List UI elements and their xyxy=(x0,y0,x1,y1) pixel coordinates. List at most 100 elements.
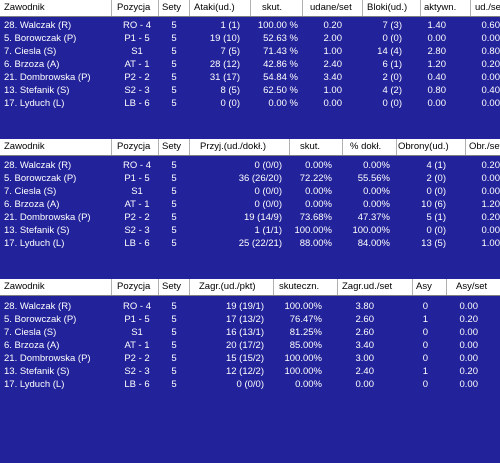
table-row[interactable]: 5. Borowczak (P) P1 - 5 5 17 (13/2) 76.47% 2.… xyxy=(0,313,500,326)
player-name-cell: 13. Stefanik (S) xyxy=(4,225,70,236)
column-header[interactable]: % dokł. xyxy=(350,141,382,152)
column-header[interactable]: Przyj.(ud./dokł.) xyxy=(200,141,266,152)
table-row[interactable]: 28. Walczak (R) RO - 4 5 19 (19/1) 100.00% 3.… xyxy=(0,300,500,313)
table-row[interactable]: 17. Lyduch (L) LB - 6 5 0 (0/0) 0.00% 0.00 0 0.… xyxy=(0,378,500,391)
column-header[interactable]: Zagr.ud./set xyxy=(342,281,393,292)
table-cell: 73.68% xyxy=(299,212,332,223)
table-cell: LB - 6 xyxy=(124,98,150,109)
column-header[interactable]: Obr./set xyxy=(469,141,500,152)
column-header[interactable]: Pozycja xyxy=(117,2,151,13)
table-cell: 0 xyxy=(422,340,428,351)
table-cell: 0.00 xyxy=(355,379,375,390)
table-cell: 0.00 xyxy=(459,301,479,312)
table-row[interactable]: 7. Ciesla (S) S1 5 7 (5) 71.43 % 1.00 14 (4) 2.… xyxy=(0,45,500,58)
player-name-cell: 13. Stefanik (S) xyxy=(4,85,70,96)
table-cell: 14 (4) xyxy=(377,46,402,57)
table-cell: 1.00 xyxy=(481,238,500,249)
table-row[interactable]: 6. Brzoza (A) AT - 1 5 20 (17/2) 85.00% 3.40 0… xyxy=(0,339,500,352)
column-header[interactable]: Zawodnik xyxy=(4,141,45,152)
table-cell: 0.00 xyxy=(481,72,500,83)
table-cell: 2.80 xyxy=(427,46,447,57)
table-cell: 85.00% xyxy=(289,340,322,351)
column-header[interactable]: Ataki(ud.) xyxy=(194,2,235,13)
column-header[interactable]: Pozycja xyxy=(117,141,151,152)
column-header[interactable]: skut. xyxy=(300,141,321,152)
table-cell: 5 xyxy=(171,186,177,197)
player-name-cell: 17. Lyduch (L) xyxy=(4,98,65,109)
table-row[interactable]: 6. Brzoza (A) AT - 1 5 28 (12) 42.86 % 2.40 6 … xyxy=(0,58,500,71)
table-cell: 0 (0) xyxy=(426,186,446,197)
table-cell: 71.43 % xyxy=(263,46,298,57)
player-name-cell: 6. Brzoza (A) xyxy=(4,340,60,351)
table-row[interactable]: 21. Dombrowska (P) P2 - 2 5 15 (15/2) 100.00… xyxy=(0,352,500,365)
table-cell: 100.00 % xyxy=(257,20,298,31)
table-cell: P2 - 2 xyxy=(124,353,150,364)
table-cell: 16 (13/1) xyxy=(225,327,264,338)
table-cell: RO - 4 xyxy=(123,301,151,312)
player-name-cell: 6. Brzoza (A) xyxy=(4,59,60,70)
table-cell: 8 (5) xyxy=(220,85,240,96)
player-name-cell: 7. Ciesla (S) xyxy=(4,186,57,197)
column-header[interactable]: Obrony(ud.) xyxy=(398,141,449,152)
table-cell: 0 (0/0) xyxy=(254,186,282,197)
table-row[interactable]: 7. Ciesla (S) S1 5 16 (13/1) 81.25% 2.60 0 0.00 xyxy=(0,326,500,339)
column-header[interactable]: Asy/set xyxy=(456,281,488,292)
player-name-cell: 28. Walczak (R) xyxy=(4,20,72,31)
column-header[interactable]: Sety xyxy=(162,2,182,13)
column-header[interactable]: Zawodnik xyxy=(4,2,45,13)
column-header[interactable]: Zawodnik xyxy=(4,281,45,292)
column-header[interactable]: Sety xyxy=(162,281,182,292)
table-row[interactable]: 7. Ciesla (S) S1 5 0 (0/0) 0.00% 0.00% 0 (0) 0.… xyxy=(0,185,500,198)
table-cell: 4 (2) xyxy=(382,85,402,96)
table-cell: 0.00% xyxy=(363,199,390,210)
player-name-cell: 5. Borowczak (P) xyxy=(4,173,77,184)
table-cell: 2.60 xyxy=(355,314,375,325)
table-cell: 1 (1) xyxy=(220,20,240,31)
column-header[interactable]: Sety xyxy=(162,141,182,152)
table-cell: 7 (3) xyxy=(382,20,402,31)
table-cell: 0 xyxy=(422,353,428,364)
column-header[interactable]: Zagr.(ud./pkt) xyxy=(199,281,256,292)
table-cell: LB - 6 xyxy=(124,238,150,249)
table-row[interactable]: 17. Lyduch (L) LB - 6 5 0 (0) 0.00 % 0.00 0 (0… xyxy=(0,97,500,110)
column-header[interactable]: ud./set xyxy=(475,2,500,13)
column-header[interactable]: skuteczn. xyxy=(279,281,320,292)
player-name-cell: 5. Borowczak (P) xyxy=(4,33,77,44)
table-row[interactable]: 13. Stefanik (S) S2 - 3 5 1 (1/1) 100.00% 100… xyxy=(0,224,500,237)
table-cell: 5 xyxy=(171,59,177,70)
table-cell: LB - 6 xyxy=(124,379,150,390)
table-cell: S1 xyxy=(131,46,143,57)
table-row[interactable]: 5. Borowczak (P) P1 - 5 5 19 (10) 52.63 % 2.0… xyxy=(0,32,500,45)
column-header[interactable]: aktywn. xyxy=(424,2,457,13)
table-row[interactable]: 13. Stefanik (S) S2 - 3 5 12 (12/2) 100.00% 2… xyxy=(0,365,500,378)
table-cell: 2.00 xyxy=(323,33,343,44)
table-cell: 0.20 xyxy=(459,314,479,325)
column-header[interactable]: skut. xyxy=(262,2,283,13)
table-cell: S1 xyxy=(131,186,143,197)
table-cell: 25 (22/21) xyxy=(238,238,282,249)
table-cell: 0.80 xyxy=(427,85,447,96)
table-row[interactable]: 5. Borowczak (P) P1 - 5 5 36 (26/20) 72.22% 5… xyxy=(0,172,500,185)
column-header[interactable]: Asy xyxy=(416,281,432,292)
table-row[interactable]: 13. Stefanik (S) S2 - 3 5 8 (5) 62.50 % 1.00 4… xyxy=(0,84,500,97)
player-name-cell: 7. Ciesla (S) xyxy=(4,327,57,338)
table-cell: 55.56% xyxy=(357,173,390,184)
player-name-cell: 17. Lyduch (L) xyxy=(4,379,65,390)
table-cell: 0 xyxy=(422,301,428,312)
table-row[interactable]: 17. Lyduch (L) LB - 6 5 25 (22/21) 88.00% 84.… xyxy=(0,237,500,250)
table-row[interactable]: 6. Brzoza (A) AT - 1 5 0 (0/0) 0.00% 0.00% 10 … xyxy=(0,198,500,211)
table-cell: AT - 1 xyxy=(124,340,150,351)
table-cell: 5 xyxy=(171,212,177,223)
table-cell: 0.20 xyxy=(323,20,343,31)
table-row[interactable]: 21. Dombrowska (P) P2 - 2 5 19 (14/9) 73.68%… xyxy=(0,211,500,224)
column-header[interactable]: Bloki(ud.) xyxy=(367,2,408,13)
table-cell: 0.00% xyxy=(295,379,322,390)
column-header[interactable]: Pozycja xyxy=(117,281,151,292)
column-header[interactable]: udane/set xyxy=(310,2,352,13)
table-cell: 5 xyxy=(171,20,177,31)
table-row[interactable]: 28. Walczak (R) RO - 4 5 1 (1) 100.00 % 0.20 7… xyxy=(0,19,500,32)
table-row[interactable]: 28. Walczak (R) RO - 4 5 0 (0/0) 0.00% 0.00% 4… xyxy=(0,159,500,172)
table-cell: 0.20 xyxy=(481,59,500,70)
table-row[interactable]: 21. Dombrowska (P) P2 - 2 5 31 (17) 54.84 % 3… xyxy=(0,71,500,84)
table-cell: 5 xyxy=(171,85,177,96)
